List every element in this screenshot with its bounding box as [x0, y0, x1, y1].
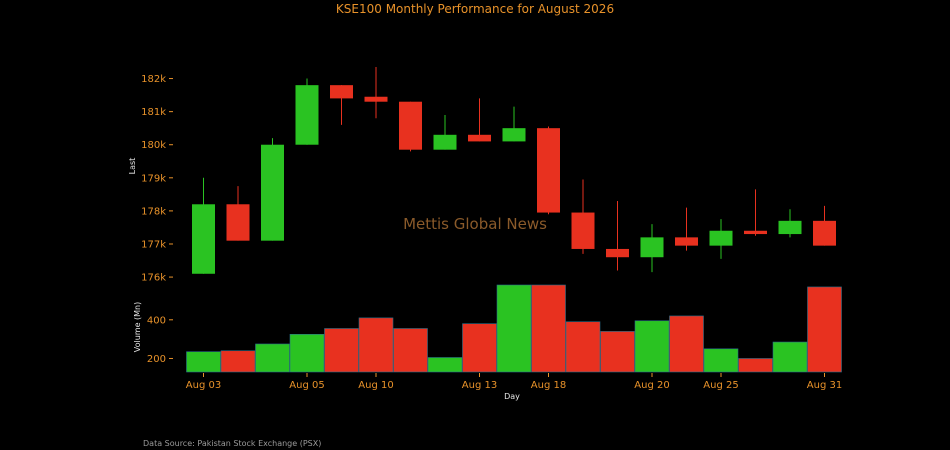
price-candles [192, 66, 836, 274]
volume-bar [427, 357, 463, 373]
x-tick-label: Aug 18 [531, 380, 566, 391]
x-tick-label: Aug 13 [462, 380, 497, 391]
candle-body [571, 212, 595, 249]
candle-body [606, 248, 629, 258]
volume-tick-label: 200 [147, 354, 166, 365]
volume-bar [634, 320, 670, 373]
volume-bar [255, 343, 290, 373]
volume-bar [772, 341, 808, 373]
candle-body [640, 237, 664, 258]
volume-bar [393, 328, 428, 373]
watermark-text: Mettis Global News [403, 215, 547, 233]
volume-bar [324, 328, 359, 373]
price-tick-label: 179k [141, 173, 166, 184]
x-tick-label: Aug 31 [807, 380, 842, 391]
price-axis-label: Last [128, 158, 137, 175]
volume-bar [807, 286, 842, 373]
volume-bar [220, 350, 256, 373]
price-tick-label: 182k [141, 74, 166, 85]
candle-body [364, 96, 388, 102]
x-axis-ticks: Aug 03 Aug 05 Aug 10 Aug 13 Aug 18 Aug 20 Aug … [186, 373, 842, 391]
price-tick-label: 178k [141, 206, 166, 217]
volume-bar [186, 351, 221, 373]
candle-body [744, 230, 767, 235]
volume-bar [289, 333, 325, 373]
price-tick-label: 181k [141, 107, 166, 118]
x-tick-label: Aug 20 [634, 380, 669, 391]
volume-tick-label: 400 [147, 315, 166, 326]
candle-body [399, 101, 422, 150]
candle-body [537, 128, 560, 213]
volume-bar [600, 331, 635, 373]
candle-body [468, 134, 491, 142]
candle-body [192, 204, 215, 274]
price-tick-label: 177k [141, 239, 166, 250]
volume-bar [565, 321, 601, 373]
volume-axis-ticks: 200 400 [147, 315, 173, 365]
volume-bar [703, 348, 739, 373]
volume-bar [669, 315, 704, 373]
x-tick-label: Aug 10 [358, 380, 393, 391]
volume-bars [186, 284, 842, 373]
price-tick-label: 180k [141, 140, 166, 151]
price-axis-ticks: 176k 177k 178k 179k 180k 181k 182k [141, 74, 173, 284]
volume-bar [496, 284, 532, 373]
x-axis-label: Day [504, 392, 520, 401]
volume-axis-label: Volume (Mn) [133, 302, 142, 353]
candle-body [709, 230, 733, 246]
candle-body [226, 204, 250, 241]
candle-body [813, 220, 836, 246]
candle-body [433, 134, 457, 150]
data-source-note: Data Source: Pakistan Stock Exchange (PS… [143, 439, 321, 448]
candle-body [778, 220, 802, 235]
x-tick-label: Aug 03 [186, 380, 221, 391]
volume-bar [738, 358, 773, 373]
volume-bar [531, 284, 566, 373]
candle-body [261, 144, 284, 241]
x-tick-label: Aug 05 [289, 380, 324, 391]
volume-bar [358, 317, 394, 373]
chart-title: KSE100 Monthly Performance for August 20… [336, 2, 614, 16]
candle-body [295, 85, 319, 145]
candle-body [330, 85, 353, 99]
candle-body [502, 128, 526, 142]
x-tick-label: Aug 25 [703, 380, 738, 391]
volume-bar [462, 323, 497, 373]
candle-body [675, 237, 698, 246]
price-tick-label: 176k [141, 273, 166, 284]
